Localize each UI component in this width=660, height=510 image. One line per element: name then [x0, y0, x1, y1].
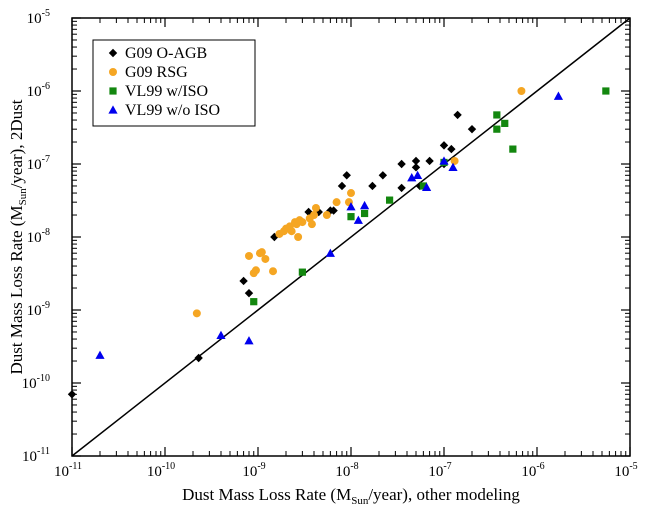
- data-point-triangle: [412, 170, 423, 179]
- data-point-diamond: [239, 276, 248, 286]
- legend-marker-square: [109, 87, 117, 95]
- axis-tick-labels: 10-11 10-10 10-9 10-8 10-7 10-6 10-5 10-11 10-10…: [22, 8, 638, 480]
- y-tick-label: 10-7: [27, 154, 50, 173]
- data-point-diamond: [447, 144, 456, 154]
- data-point-square: [360, 209, 369, 218]
- series-0: [67, 110, 477, 399]
- data-point-triangle: [325, 248, 335, 257]
- series-2: [250, 87, 610, 306]
- data-point-circle: [311, 203, 320, 212]
- y-axis-title: Dust Mass Loss Rate (MSun/year), 2Dust: [7, 99, 29, 374]
- x-axis-title: Dust Mass Loss Rate (MSun/year), other m…: [182, 485, 520, 507]
- data-point-triangle: [422, 182, 432, 191]
- data-point-diamond: [244, 288, 254, 298]
- data-point-triangle: [553, 91, 564, 100]
- data-point-circle: [294, 233, 303, 241]
- legend-item: G09 O-AGB: [108, 45, 207, 62]
- axis-ticks: [71, 17, 631, 457]
- x-tick-label: 10-6: [521, 461, 544, 480]
- legend-marker-diamond: [108, 48, 118, 58]
- data-point-circle: [269, 267, 278, 276]
- data-point-diamond: [342, 171, 351, 180]
- data-point-triangle: [407, 173, 417, 182]
- data-point-triangle: [359, 200, 370, 210]
- data-point-circle: [251, 266, 260, 275]
- data-point-circle: [192, 309, 201, 318]
- y-tick-label: 10-9: [27, 300, 50, 319]
- legend-label: VL99 w/ISO: [125, 83, 208, 100]
- y-tick-label: 10-11: [22, 446, 50, 465]
- data-point-square: [602, 87, 610, 95]
- data-point-circle: [309, 211, 318, 220]
- data-point-diamond: [411, 156, 421, 166]
- data-point-diamond: [439, 141, 449, 150]
- x-tick-label: 10-9: [242, 461, 265, 480]
- y-tick-label: 10-10: [22, 373, 50, 392]
- y-tick-label: 10-6: [27, 81, 50, 100]
- data-point-square: [419, 182, 427, 190]
- legend-item: G09 RSG: [109, 64, 188, 81]
- data-point-square: [385, 196, 394, 204]
- x-tick-label: 10-11: [54, 461, 82, 480]
- series-1: [192, 87, 526, 318]
- data-point-triangle: [346, 202, 356, 211]
- x-tick-label: 10-10: [147, 461, 175, 480]
- data-point-circle: [450, 156, 459, 165]
- data-point-circle: [257, 248, 266, 257]
- data-point-square: [501, 119, 509, 127]
- legend-label: G09 RSG: [125, 64, 188, 81]
- legend-marker-triangle: [108, 105, 118, 114]
- data-point-square: [493, 111, 501, 119]
- data-point-diamond: [467, 124, 477, 134]
- data-point-circle: [322, 211, 331, 220]
- x-tick-label: 10-8: [335, 461, 358, 480]
- data-point-square: [347, 213, 355, 221]
- data-point-circle: [307, 220, 316, 229]
- series-3: [95, 91, 564, 359]
- data-point-diamond: [411, 163, 421, 172]
- legend-label: VL99 w/o ISO: [125, 102, 220, 119]
- data-point-triangle: [95, 350, 105, 359]
- data-point-diamond: [425, 156, 434, 166]
- legend: G09 O-AGB G09 RSG VL99 w/ISO VL99 w/o ISO: [92, 39, 256, 127]
- x-tick-label: 10-5: [614, 461, 637, 480]
- legend-box: [92, 39, 256, 127]
- data-point-diamond: [304, 207, 313, 217]
- data-point-circle: [517, 87, 526, 95]
- data-point-circle: [244, 251, 253, 260]
- data-point-circle: [287, 227, 296, 236]
- x-tick-label: 10-7: [428, 461, 451, 480]
- data-points: [67, 87, 610, 399]
- data-point-square: [250, 298, 258, 306]
- legend-label: G09 O-AGB: [125, 45, 207, 62]
- data-point-square: [509, 145, 517, 153]
- data-point-diamond: [329, 206, 338, 215]
- legend-marker-circle: [109, 68, 117, 76]
- legend-item: VL99 w/ISO: [109, 83, 208, 100]
- data-point-diamond: [397, 159, 406, 169]
- data-point-triangle: [244, 336, 254, 345]
- data-point-circle: [332, 198, 341, 207]
- data-point-diamond: [337, 181, 347, 191]
- data-point-triangle: [216, 330, 226, 339]
- data-point-triangle: [448, 162, 458, 172]
- data-point-diamond: [378, 171, 388, 180]
- data-point-diamond: [453, 110, 462, 120]
- data-point-circle: [347, 189, 355, 198]
- data-point-diamond: [397, 183, 406, 193]
- data-point-diamond: [194, 353, 203, 363]
- one-to-one-reference-line: [71, 17, 631, 457]
- data-point-triangle: [439, 156, 449, 165]
- legend-item: VL99 w/o ISO: [108, 102, 220, 119]
- data-point-circle: [261, 254, 270, 263]
- data-point-triangle: [353, 215, 363, 224]
- y-tick-label: 10-5: [27, 8, 50, 27]
- y-tick-label: 10-8: [27, 227, 50, 246]
- data-point-square: [298, 268, 306, 276]
- data-point-square: [493, 125, 501, 133]
- data-point-diamond: [368, 181, 377, 191]
- data-point-circle: [298, 218, 307, 227]
